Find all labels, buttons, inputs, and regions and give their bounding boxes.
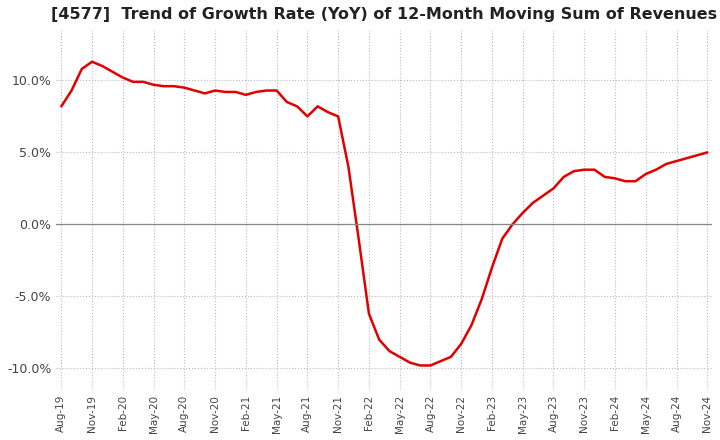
Title: [4577]  Trend of Growth Rate (YoY) of 12-Month Moving Sum of Revenues: [4577] Trend of Growth Rate (YoY) of 12-… — [51, 7, 717, 22]
